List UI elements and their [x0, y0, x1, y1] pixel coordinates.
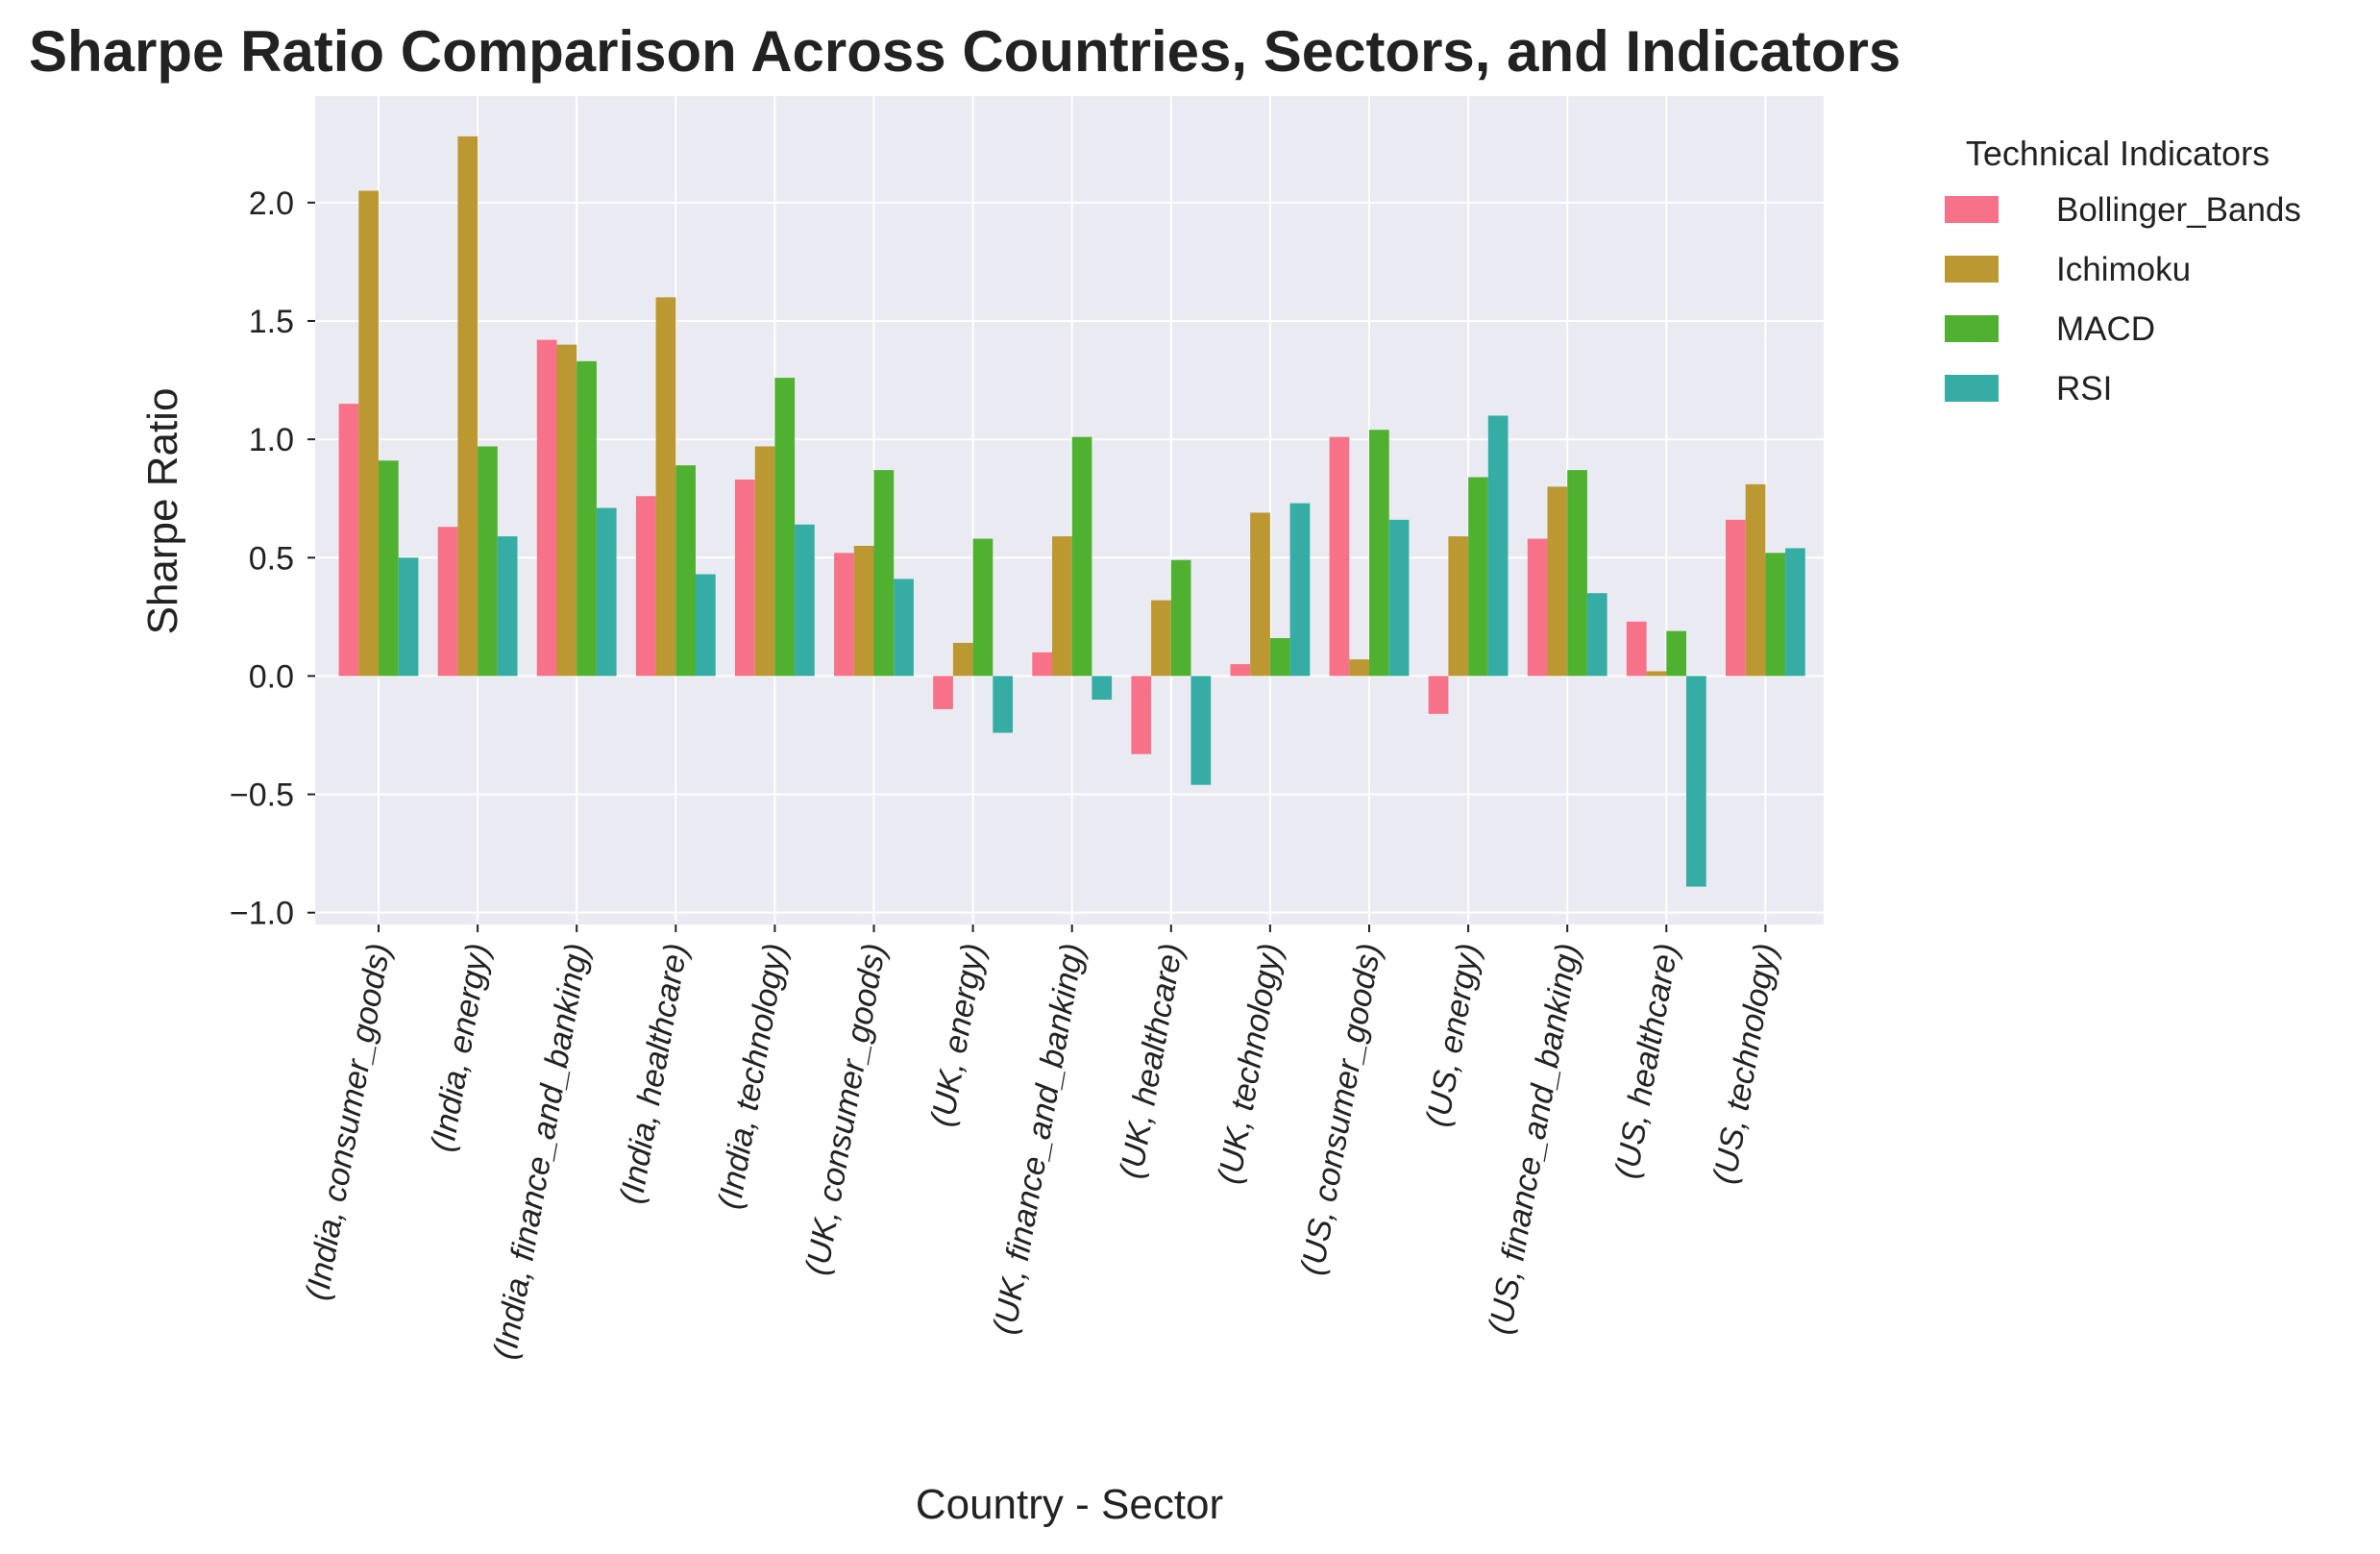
bar-bollinger-bands	[1131, 676, 1152, 754]
bar-bollinger-bands	[933, 676, 953, 709]
bar-bollinger-bands	[1726, 519, 1746, 677]
bar-rsi	[1092, 676, 1113, 701]
x-tick-label: (India, healthcare)	[613, 941, 695, 1206]
bar-bollinger-bands	[437, 527, 458, 677]
legend-swatch	[1945, 375, 1999, 402]
bar-ichimoku	[457, 136, 478, 677]
legend-label: RSI	[2056, 370, 2112, 407]
x-tick-label: (India, energy)	[424, 941, 496, 1155]
y-tick-label: 1.5	[249, 304, 294, 340]
legend-label: Ichimoku	[2056, 251, 2191, 288]
legend-label: Bollinger_Bands	[2056, 191, 2301, 229]
bar-macd	[972, 538, 994, 677]
y-tick-label: 0.5	[249, 540, 294, 577]
bar-rsi	[1586, 593, 1607, 677]
bar-rsi	[993, 676, 1013, 733]
legend-title: Technical Indicators	[1966, 134, 2270, 173]
bar-macd	[1369, 430, 1389, 677]
bar-bollinger-bands	[735, 479, 755, 677]
x-tick-label: (US, consumer_goods)	[1294, 941, 1388, 1278]
y-axis-ticks: −1.0 −0.5 0.0 0.5 1.0 1.5 2.0	[230, 185, 315, 932]
bar-bollinger-bands	[1527, 538, 1548, 677]
bar-macd	[379, 460, 399, 677]
bar-rsi	[1686, 676, 1706, 887]
bar-bollinger-bands	[1032, 652, 1052, 677]
bar-ichimoku	[754, 446, 775, 677]
bar-rsi	[1190, 676, 1212, 785]
legend-label: MACD	[2056, 310, 2155, 348]
bar-rsi	[696, 574, 716, 677]
bar-macd	[1765, 553, 1786, 677]
bar-ichimoku	[853, 545, 874, 677]
legend-swatch	[1945, 196, 1999, 223]
bar-bollinger-bands	[536, 339, 557, 677]
y-tick-label: −1.0	[230, 896, 294, 932]
legend: Technical Indicators Bollinger_Bands Ichi…	[1945, 134, 2301, 407]
bar-rsi	[795, 524, 815, 677]
bar-macd	[1666, 630, 1686, 677]
bar-ichimoku	[358, 190, 379, 677]
bar-bollinger-bands	[635, 496, 656, 677]
bar-macd	[774, 378, 796, 677]
x-tick-label: (India, technology)	[711, 941, 794, 1212]
bar-macd	[1071, 436, 1092, 677]
legend-swatch	[1945, 256, 1999, 283]
bar-bollinger-bands	[1428, 676, 1449, 714]
bar-bollinger-bands	[1626, 621, 1647, 677]
bar-macd	[1170, 559, 1191, 677]
bar-macd	[1567, 470, 1587, 677]
bar-macd	[1468, 477, 1488, 677]
bar-rsi	[497, 536, 518, 677]
x-tick-label: (US, technology)	[1706, 941, 1784, 1187]
x-tick-label: (UK, finance_and_banking)	[987, 941, 1092, 1337]
y-axis-label: Sharpe Ratio	[139, 388, 186, 635]
bar-macd	[675, 465, 696, 677]
bar-ichimoku	[952, 642, 973, 677]
bar-ichimoku	[1052, 536, 1072, 677]
bar-ichimoku	[1250, 512, 1270, 677]
x-tick-label: (India, finance_and_banking)	[487, 941, 597, 1362]
y-tick-label: −0.5	[230, 777, 294, 814]
x-tick-label: (UK, consumer_goods)	[798, 941, 893, 1278]
x-tick-label: (US, healthcare)	[1608, 941, 1685, 1181]
bar-rsi	[398, 557, 419, 677]
bar-ichimoku	[1448, 536, 1469, 677]
bar-rsi	[596, 507, 617, 677]
x-tick-label: (India, consumer_goods)	[299, 941, 398, 1303]
bar-rsi	[1289, 503, 1311, 677]
x-tick-label: (UK, energy)	[924, 941, 993, 1129]
y-tick-label: 0.0	[249, 658, 294, 695]
x-tick-label: (US, energy)	[1419, 941, 1487, 1129]
y-tick-label: 2.0	[249, 185, 294, 222]
bar-bollinger-bands	[338, 404, 359, 677]
bar-ichimoku	[1646, 671, 1667, 677]
bars	[338, 136, 1805, 887]
bar-macd	[577, 360, 597, 677]
x-axis-ticks: (India, consumer_goods) (India, energy)(I…	[299, 925, 1784, 1362]
x-tick-label: (UK, technology)	[1211, 941, 1288, 1187]
chart-title: Sharpe Ratio Comparison Across Countries…	[29, 19, 1901, 84]
bar-rsi	[894, 579, 914, 677]
bar-ichimoku	[1547, 486, 1568, 677]
bar-bollinger-bands	[834, 553, 854, 677]
bar-rsi	[1785, 548, 1805, 677]
bar-ichimoku	[1349, 659, 1369, 677]
bar-macd	[478, 446, 498, 677]
x-tick-label: (US, finance_and_banking)	[1482, 941, 1586, 1337]
legend-swatch	[1945, 315, 1999, 342]
x-tick-label: (UK, healthcare)	[1113, 941, 1190, 1181]
bar-rsi	[1388, 519, 1410, 677]
bar-ichimoku	[1745, 483, 1766, 677]
bar-bollinger-bands	[1329, 436, 1350, 677]
bar-rsi	[1487, 415, 1509, 677]
bar-macd	[1269, 637, 1290, 677]
bar-ichimoku	[655, 297, 676, 677]
bar-ichimoku	[1151, 600, 1171, 677]
x-axis-label: Country - Sector	[916, 1481, 1223, 1528]
bar-macd	[873, 470, 895, 677]
y-tick-label: 1.0	[249, 422, 294, 458]
bar-ichimoku	[556, 344, 577, 677]
bar-bollinger-bands	[1230, 664, 1251, 677]
